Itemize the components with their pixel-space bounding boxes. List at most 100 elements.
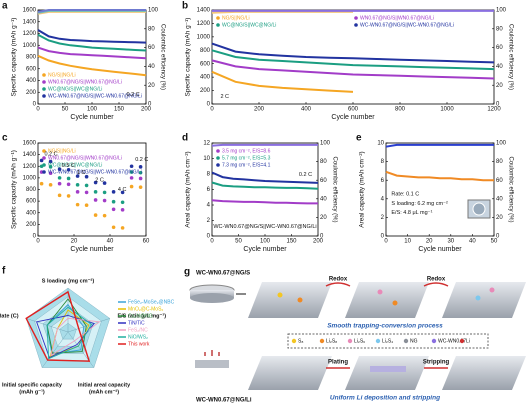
legend-label: 5.7 mg cm⁻², E/S=5.3 bbox=[222, 155, 271, 161]
y2-tick-label: 0 bbox=[320, 234, 324, 240]
radar-axis bbox=[41, 331, 69, 368]
y-tick-label: 0 bbox=[33, 234, 37, 240]
cathode-disk bbox=[190, 293, 234, 303]
annotation: 0.2 C bbox=[44, 152, 57, 158]
legend-swatch bbox=[42, 156, 46, 160]
data-point bbox=[57, 176, 62, 180]
series-line bbox=[37, 29, 147, 44]
molecule bbox=[489, 287, 495, 293]
legend-label: NG bbox=[410, 338, 418, 344]
radar-series bbox=[36, 315, 95, 359]
y-tick-label: 600 bbox=[26, 199, 37, 205]
legend-label: TiN/TiC bbox=[128, 320, 145, 326]
radar-series bbox=[50, 317, 101, 357]
legend-label: FeS₂/NC bbox=[128, 327, 148, 333]
legend-label: WC-WN0.67@NG/S||WC-WN0.67@NG/Li bbox=[48, 93, 142, 99]
annotation: 0.2 C bbox=[299, 172, 312, 178]
x-tick-label: 60 bbox=[143, 239, 150, 245]
x-axis-label: Cycle number bbox=[70, 246, 114, 253]
series-line bbox=[37, 46, 147, 60]
y-tick-label: 800 bbox=[26, 187, 37, 193]
y-tick-label: 1000 bbox=[23, 43, 37, 49]
data-point bbox=[84, 190, 89, 195]
arrow bbox=[325, 282, 351, 287]
y-tick-label: 200 bbox=[26, 222, 37, 228]
series-line bbox=[211, 181, 319, 190]
series-line bbox=[211, 199, 318, 205]
annotation: WC-WN0.67@NG/S||WC-WN0.67@NG/Li bbox=[213, 224, 316, 230]
annotation: Rate: 0.1 C bbox=[391, 192, 419, 198]
radar-series bbox=[46, 298, 87, 354]
data-point bbox=[75, 174, 80, 178]
y-tick-label: 200 bbox=[26, 90, 37, 96]
x-axis-label: Cycle number bbox=[331, 114, 375, 121]
y-axis-label: Areal capacity (mAh cm⁻²) bbox=[185, 151, 192, 227]
y-tick-label: 400 bbox=[200, 75, 211, 81]
surface bbox=[345, 356, 429, 390]
legend-label: 3.5 mg cm⁻², E/S=8.6 bbox=[222, 148, 271, 154]
legend-label: Li bbox=[466, 338, 470, 344]
y2-tick-label: 80 bbox=[148, 26, 155, 32]
y-tick-label: 1200 bbox=[197, 21, 211, 27]
legend-label: Li₂S₆ bbox=[354, 338, 365, 344]
y-tick-label: 1600 bbox=[23, 8, 37, 14]
y-tick-label: 0 bbox=[381, 234, 385, 240]
y-tick-label: 0 bbox=[207, 102, 211, 108]
y-tick-label: 600 bbox=[26, 66, 37, 72]
x-tick-label: 100 bbox=[87, 107, 98, 113]
radar-axis-label: Rate (C) bbox=[0, 314, 19, 320]
data-point bbox=[57, 181, 62, 186]
data-point bbox=[102, 198, 107, 203]
data-point bbox=[93, 198, 98, 202]
series-line bbox=[211, 171, 319, 184]
legend-label: This work bbox=[128, 341, 150, 347]
y2-axis-label: Coulombic efficiency (%) bbox=[507, 24, 513, 90]
x-tick-label: 200 bbox=[254, 107, 265, 113]
legend-swatch bbox=[42, 163, 46, 167]
legend-label: WC@NG/S||WC@NG/Li bbox=[222, 22, 276, 28]
data-point bbox=[66, 176, 71, 181]
data-point bbox=[138, 170, 143, 175]
x-tick-label: 0 bbox=[210, 107, 214, 113]
x-tick-label: 200 bbox=[141, 107, 152, 113]
legend-label: WC@NG/S||WC@NG/Li bbox=[48, 86, 102, 92]
legend-label: 7.3 mg cm⁻², E/S=4.1 bbox=[222, 162, 271, 168]
x-tick-label: 0 bbox=[384, 239, 388, 245]
legend-label: Li₂S₄ bbox=[382, 338, 393, 344]
y2-tick-label: 60 bbox=[148, 45, 155, 51]
y2-axis-label: Coulombic efficiency (%) bbox=[331, 157, 337, 223]
series-line bbox=[385, 143, 494, 148]
surface bbox=[248, 356, 332, 390]
caption: Uniform Li deposition and stripping bbox=[330, 395, 440, 402]
data-point bbox=[75, 183, 80, 187]
y-axis-label: Areal capacity (mAh cm⁻²) bbox=[359, 151, 366, 227]
x-tick-label: 1000 bbox=[440, 107, 454, 113]
y2-tick-label: 40 bbox=[148, 64, 155, 70]
y-axis-label: Specific capacity (mAh g⁻¹) bbox=[11, 150, 18, 229]
y-tick-label: 1400 bbox=[197, 8, 211, 14]
molecule bbox=[297, 297, 303, 303]
radar-series bbox=[49, 309, 90, 358]
y-tick-label: 8 bbox=[381, 159, 385, 165]
y-axis-label: Specific capacity (mAh g⁻¹) bbox=[11, 18, 18, 97]
panel-label: b bbox=[182, 1, 188, 12]
redox-label: Redox bbox=[329, 277, 348, 283]
legend-label: NG/S||NG/Li bbox=[48, 72, 76, 78]
legend-swatch bbox=[347, 338, 353, 344]
y-axis-label: Specific capacity (mAh g⁻¹) bbox=[185, 18, 192, 97]
data-point bbox=[129, 184, 134, 189]
legend-swatch bbox=[403, 338, 409, 344]
y-tick-label: 400 bbox=[26, 78, 37, 84]
molecule bbox=[277, 292, 283, 298]
legend-swatch bbox=[354, 16, 358, 20]
data-point bbox=[48, 165, 53, 169]
x-tick-label: 400 bbox=[301, 107, 312, 113]
molecule bbox=[392, 300, 398, 306]
legend-label: Li₂S₈ bbox=[326, 338, 337, 344]
y-tick-label: 2 bbox=[381, 215, 385, 221]
y-tick-label: 8 bbox=[207, 172, 211, 178]
y-tick-label: 600 bbox=[200, 61, 211, 67]
legend-swatch bbox=[42, 149, 46, 153]
cathode-label: WC-WN0.67@NG/S bbox=[196, 271, 250, 277]
annotation: 0.2 C bbox=[127, 92, 140, 98]
